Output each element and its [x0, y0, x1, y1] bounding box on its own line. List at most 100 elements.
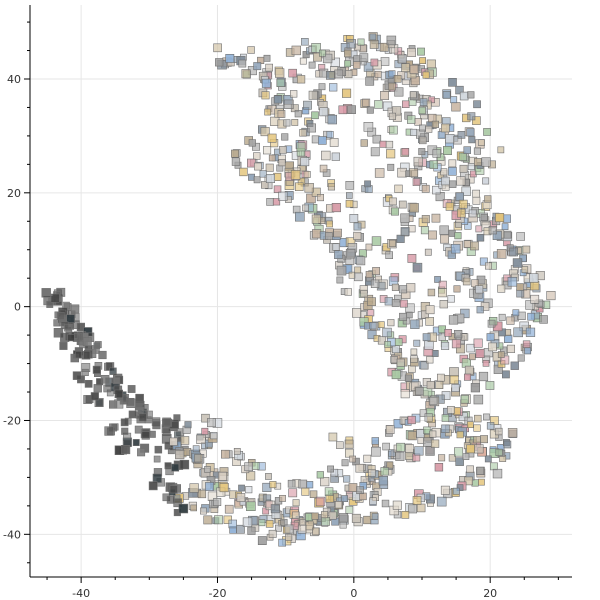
x-tick-label: -40 — [72, 587, 90, 600]
thumbnail-point — [326, 220, 333, 228]
thumbnail-point — [194, 454, 203, 463]
thumbnail-point — [214, 515, 223, 525]
thumbnail-point — [436, 496, 447, 507]
thumbnail-point — [399, 299, 408, 308]
thumbnail-point — [81, 350, 91, 360]
thumbnail-point — [353, 231, 362, 240]
thumbnail-point — [516, 232, 525, 241]
thumbnail-point — [461, 186, 471, 196]
thumbnail-point — [341, 459, 349, 467]
thumbnail-point — [484, 195, 492, 203]
thumbnail-point — [464, 476, 473, 486]
thumbnail-point — [201, 413, 210, 423]
thumbnail-point — [276, 78, 285, 87]
thumbnail-point — [448, 159, 457, 168]
thumbnail-point — [390, 355, 398, 364]
thumbnail-point — [401, 100, 410, 109]
thumbnail-point — [339, 521, 347, 529]
thumbnail-point — [386, 461, 394, 469]
thumbnail-point — [453, 285, 461, 293]
thumbnail-point — [391, 298, 400, 307]
thumbnail-point — [201, 427, 209, 435]
x-tick-label: -20 — [208, 587, 226, 600]
thumbnail-point — [308, 61, 316, 69]
thumbnail-point — [519, 321, 529, 332]
thumbnail-point — [385, 425, 395, 434]
thumbnail-point — [472, 196, 481, 205]
thumbnail-point — [530, 294, 540, 304]
thumbnail-point — [466, 128, 475, 137]
thumbnail-point — [279, 146, 287, 154]
thumbnail-point — [483, 413, 490, 421]
thumbnail-point — [316, 471, 324, 479]
thumbnail-point — [427, 288, 436, 297]
thumbnail-point — [166, 495, 175, 504]
thumbnail-point — [260, 127, 270, 137]
thumbnail-point — [368, 469, 376, 477]
thumbnail-point — [379, 140, 387, 148]
thumbnail-point — [341, 88, 352, 98]
thumbnail-point — [458, 412, 468, 422]
thumbnail-point — [380, 467, 389, 476]
thumbnail-point — [391, 283, 400, 291]
thumbnail-point — [270, 504, 280, 514]
thumbnail-point — [84, 379, 93, 388]
thumbnail-point — [345, 199, 354, 208]
thumbnail-point — [66, 314, 75, 323]
thumbnail-point — [215, 58, 224, 67]
thumbnail-point — [290, 170, 301, 180]
thumbnail-point — [154, 445, 163, 454]
thumbnail-point — [492, 230, 502, 240]
thumbnail-point — [521, 266, 529, 273]
thumbnail-point — [41, 288, 51, 298]
thumbnail-point — [292, 511, 300, 519]
thumbnail-point — [64, 323, 72, 332]
thumbnail-point — [525, 327, 536, 337]
thumbnail-point — [388, 449, 396, 457]
thumbnail-point — [462, 453, 470, 461]
thumbnail-point — [385, 140, 394, 149]
thumbnail-point — [392, 500, 402, 510]
thumbnail-point — [422, 333, 431, 342]
thumbnail-point — [467, 163, 475, 170]
thumbnail-point — [189, 483, 199, 493]
thumbnail-point — [388, 70, 396, 78]
thumbnail-point — [474, 414, 482, 423]
thumbnail-point — [546, 290, 556, 301]
thumbnail-point — [448, 229, 456, 237]
thumbnail-point — [231, 157, 241, 166]
thumbnail-point — [447, 405, 455, 414]
thumbnail-point — [407, 365, 416, 373]
thumbnail-point — [248, 139, 256, 147]
thumbnail-point — [300, 157, 310, 167]
thumbnail-point — [475, 285, 484, 294]
thumbnail-point — [318, 136, 327, 145]
thumbnail-point — [486, 422, 495, 430]
thumbnail-point — [387, 319, 395, 327]
thumbnail-point — [482, 359, 490, 367]
thumbnail-point — [90, 392, 99, 401]
thumbnail-point — [468, 353, 476, 361]
thumbnail-point — [345, 181, 355, 190]
thumbnail-point — [301, 487, 310, 496]
thumbnail-point — [404, 451, 414, 460]
thumbnail-point — [395, 451, 405, 461]
thumbnail-point — [262, 146, 272, 155]
thumbnail-point — [498, 313, 506, 321]
thumbnail-point — [359, 317, 369, 327]
thumbnail-point — [495, 427, 503, 436]
thumbnail-point — [441, 341, 450, 350]
thumbnail-point — [338, 513, 349, 523]
thumbnail-point — [81, 363, 91, 372]
thumbnail-point — [148, 481, 158, 491]
thumbnail-point — [382, 442, 390, 451]
thumbnail-point — [507, 428, 518, 438]
thumbnail-point — [289, 90, 298, 98]
thumbnail-point — [377, 321, 385, 329]
thumbnail-point — [396, 234, 405, 243]
thumbnail-point — [224, 504, 234, 514]
thumbnail-point — [419, 98, 428, 106]
thumbnail-point — [273, 185, 282, 194]
thumbnail-point — [440, 168, 448, 176]
thumbnail-point — [324, 487, 334, 496]
